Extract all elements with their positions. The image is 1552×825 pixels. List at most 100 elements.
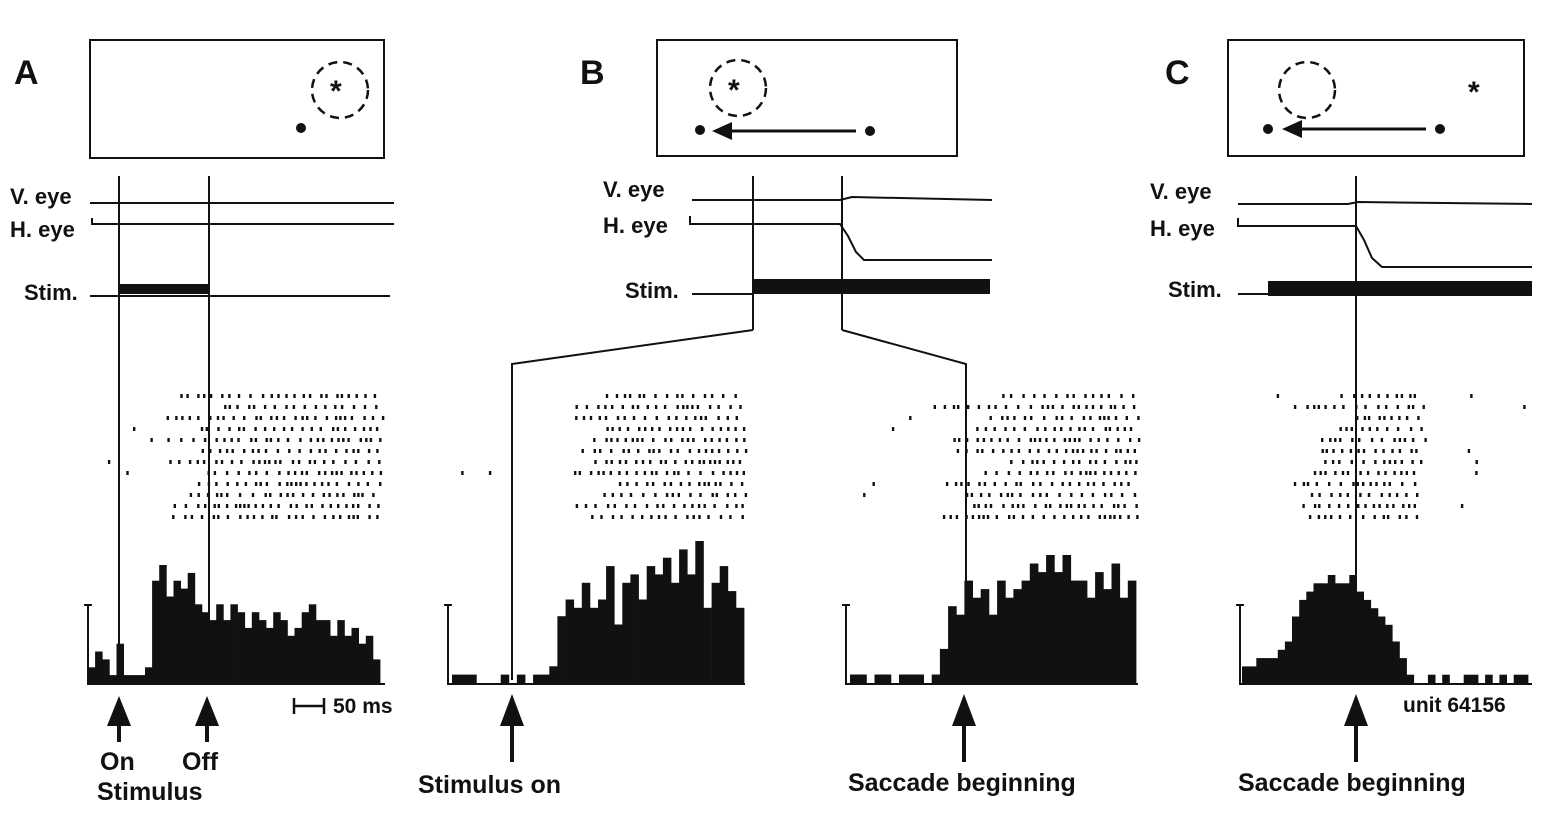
- raster-spike: [359, 438, 362, 442]
- raster-spike: [1004, 405, 1008, 409]
- raster-spike: [1037, 449, 1040, 453]
- histogram-bar: [1463, 674, 1472, 683]
- raster-spike: [197, 394, 200, 398]
- raster-spike: [1122, 405, 1125, 409]
- raster-spike: [717, 405, 720, 409]
- fixation-point-c: [1435, 124, 1445, 134]
- raster-spike: [286, 482, 289, 486]
- raster-spike: [335, 471, 338, 475]
- raster-spike: [324, 405, 327, 409]
- raster-spike: [325, 416, 329, 420]
- raster-spike: [166, 416, 169, 420]
- raster-spike: [989, 416, 992, 420]
- raster-spike: [251, 449, 255, 453]
- raster-spike: [192, 438, 195, 442]
- raster-spike: [602, 471, 605, 475]
- raster-spike: [1350, 427, 1353, 431]
- raster-spike: [1470, 394, 1473, 398]
- histogram-bar: [500, 674, 510, 683]
- raster-spike: [371, 471, 374, 475]
- raster-spike: [313, 460, 317, 464]
- raster-spike: [1392, 504, 1395, 508]
- stim-bar-c: [1268, 281, 1532, 296]
- raster-spike: [1034, 504, 1037, 508]
- histogram-bar: [216, 604, 224, 683]
- raster-spike: [263, 405, 267, 409]
- raster-spike: [1055, 449, 1058, 453]
- raster-spike: [703, 482, 706, 486]
- raster-spike: [379, 438, 382, 442]
- stimulus-on-caption: Stimulus on: [418, 771, 561, 799]
- raster-spike: [1068, 438, 1071, 442]
- raster-spike: [1467, 449, 1471, 453]
- raster-spike: [189, 493, 193, 497]
- raster-spike: [593, 449, 596, 453]
- raster-spike: [230, 460, 234, 464]
- histogram-bar: [533, 674, 542, 683]
- raster-spike: [1368, 394, 1371, 398]
- v-eye-trace-c: [1238, 200, 1533, 205]
- raster-spike: [1098, 416, 1102, 420]
- h-eye-label-c: H. eye: [1150, 216, 1215, 241]
- raster-spike: [263, 427, 267, 431]
- raster-spike: [688, 482, 691, 486]
- screen-schematic-c: [1227, 39, 1525, 157]
- histogram-a: [88, 565, 381, 683]
- raster-spike: [1072, 460, 1075, 464]
- raster-spike: [1317, 515, 1321, 519]
- raster-spike: [1066, 394, 1069, 398]
- raster-spike: [988, 493, 991, 497]
- raster-spike: [643, 416, 647, 420]
- raster-spike: [1132, 405, 1136, 409]
- h-eye-trace-b: [689, 216, 992, 261]
- raster-spike: [1010, 460, 1013, 464]
- expansion-line-right-b: [841, 329, 967, 680]
- raster-spike: [1006, 438, 1009, 442]
- raster-spike: [692, 515, 695, 519]
- histogram-bar: [1263, 658, 1272, 683]
- raster-spike: [1017, 449, 1021, 453]
- histogram-bar: [931, 674, 941, 683]
- raster-spike: [1089, 471, 1092, 475]
- raster-spike: [1120, 394, 1123, 398]
- raster-spike: [1398, 416, 1401, 420]
- raster-spike: [209, 394, 213, 398]
- raster-b-left: [461, 394, 748, 519]
- raster-spike: [965, 449, 968, 453]
- raster-spike: [237, 471, 240, 475]
- raster-spike: [330, 438, 334, 442]
- raster-spike: [345, 449, 348, 453]
- raster-spike: [1110, 493, 1113, 497]
- histogram-bar: [1111, 563, 1121, 683]
- raster-spike: [1330, 493, 1333, 497]
- raster-spike: [732, 460, 735, 464]
- raster-spike: [173, 504, 176, 508]
- raster-spike: [254, 482, 258, 486]
- raster-spike: [740, 482, 744, 486]
- stim-bar-a: [119, 284, 209, 294]
- raster-spike: [314, 405, 318, 409]
- histogram-bar: [287, 635, 295, 683]
- raster-spike: [1078, 460, 1081, 464]
- raster-spike: [1318, 504, 1321, 508]
- raster-spike: [217, 515, 220, 519]
- raster-spike: [367, 449, 371, 453]
- raster-spike: [1386, 515, 1390, 519]
- raster-spike: [337, 438, 340, 442]
- histogram-bar: [573, 607, 583, 683]
- raster-spike: [625, 504, 628, 508]
- raster-spike: [240, 460, 243, 464]
- raster-spike: [1100, 405, 1103, 409]
- raster-spike: [126, 471, 129, 475]
- raster-spike: [624, 460, 628, 464]
- raster-spike: [320, 394, 323, 398]
- raster-spike: [289, 504, 293, 508]
- raster-spike: [990, 438, 993, 442]
- raster-spike: [1352, 482, 1355, 486]
- raster-spike: [1094, 471, 1097, 475]
- histogram-bar: [1320, 583, 1329, 683]
- raster-spike: [965, 493, 969, 497]
- raster-spike: [604, 416, 608, 420]
- raster-spike: [1321, 438, 1324, 442]
- raster-spike: [726, 416, 729, 420]
